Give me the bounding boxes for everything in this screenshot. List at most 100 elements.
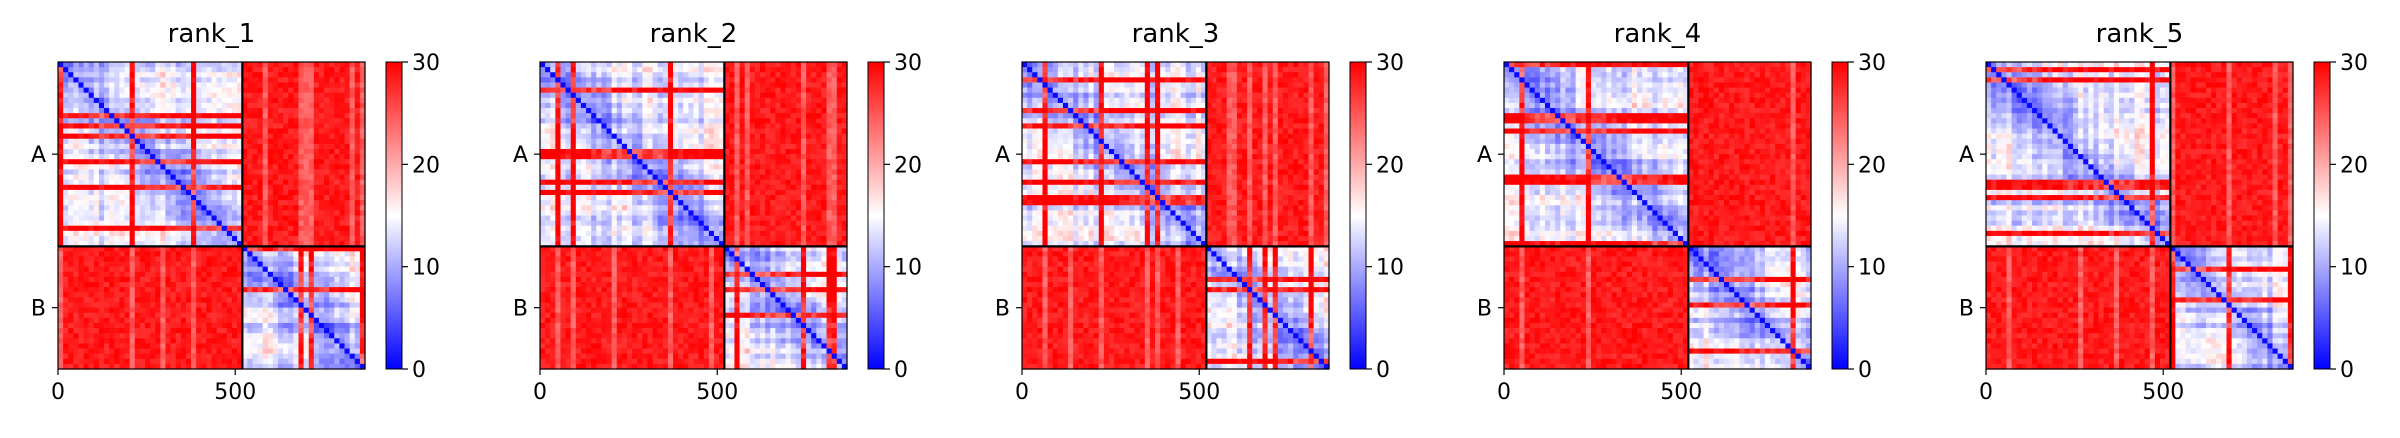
heatmap-cell xyxy=(740,67,746,73)
heatmap-cell xyxy=(319,169,325,175)
heatmap-cell xyxy=(786,164,792,170)
heatmap-cell xyxy=(293,292,299,298)
heatmap-cell xyxy=(263,134,269,140)
heatmap-cell xyxy=(181,149,187,155)
heatmap-cell xyxy=(293,180,299,186)
heatmap-cell xyxy=(222,226,228,232)
heatmap-cell xyxy=(314,205,320,211)
heatmap-cell xyxy=(339,205,345,211)
heatmap-cell xyxy=(601,164,607,170)
heatmap-cell xyxy=(125,338,131,344)
heatmap-cell xyxy=(324,88,330,94)
heatmap-cell xyxy=(298,267,304,273)
heatmap-cell xyxy=(171,185,177,191)
heatmap-cell xyxy=(339,338,345,344)
heatmap-cell xyxy=(217,328,223,334)
heatmap-cell xyxy=(155,180,161,186)
heatmap-cell xyxy=(688,88,694,94)
heatmap-cell xyxy=(73,262,79,268)
heatmap-cell xyxy=(68,333,74,339)
heatmap-cell xyxy=(288,267,294,273)
heatmap-cell xyxy=(84,154,90,160)
heatmap-cell xyxy=(339,118,345,124)
heatmap-cell xyxy=(729,118,735,124)
heatmap-cell xyxy=(607,154,613,160)
heatmap-cell xyxy=(263,349,269,355)
heatmap-cell xyxy=(304,313,310,319)
heatmap-cell xyxy=(165,333,171,339)
heatmap-cell xyxy=(227,169,233,175)
heatmap-cell xyxy=(709,123,715,129)
heatmap-cell xyxy=(263,282,269,288)
heatmap-cell xyxy=(252,185,258,191)
heatmap-cell xyxy=(647,82,653,88)
heatmap-cell xyxy=(319,338,325,344)
heatmap-cell xyxy=(550,62,556,68)
heatmap-cell xyxy=(99,175,105,181)
heatmap-cell xyxy=(811,93,817,99)
heatmap-cell xyxy=(145,328,151,334)
heatmap-cell xyxy=(130,129,136,135)
heatmap-cell xyxy=(345,251,351,257)
heatmap-cell xyxy=(319,236,325,242)
heatmap-cell xyxy=(150,62,156,68)
heatmap-cell xyxy=(750,149,756,155)
heatmap-cell xyxy=(99,262,105,268)
heatmap-cell xyxy=(89,139,95,145)
heatmap-cell xyxy=(58,129,64,135)
heatmap-cell xyxy=(622,82,628,88)
heatmap-cell xyxy=(560,169,566,175)
heatmap-cell xyxy=(268,308,274,314)
heatmap-cell xyxy=(314,134,320,140)
heatmap-cell xyxy=(84,323,90,329)
heatmap-cell xyxy=(283,144,289,150)
heatmap-cell xyxy=(119,67,125,73)
heatmap-cell xyxy=(345,123,351,129)
heatmap-cell xyxy=(68,200,74,206)
heatmap-cell xyxy=(268,129,274,135)
heatmap-cell xyxy=(298,164,304,170)
heatmap-cell xyxy=(345,292,351,298)
heatmap-cell xyxy=(63,195,69,201)
heatmap-cell xyxy=(540,159,546,165)
heatmap-cell xyxy=(571,144,577,150)
heatmap-cell xyxy=(339,313,345,319)
heatmap-cell xyxy=(596,154,602,160)
heatmap-cell xyxy=(109,108,115,114)
heatmap-cell xyxy=(125,190,131,196)
heatmap-cell xyxy=(314,359,320,365)
heatmap-cell xyxy=(581,82,587,88)
heatmap-cell xyxy=(566,72,572,78)
heatmap-cell xyxy=(283,287,289,293)
heatmap-cell xyxy=(345,226,351,232)
heatmap-cell xyxy=(165,134,171,140)
heatmap-cell xyxy=(355,338,361,344)
heatmap-cell xyxy=(647,103,653,109)
heatmap-cell xyxy=(176,338,182,344)
heatmap-cell xyxy=(293,113,299,119)
heatmap-cell xyxy=(314,169,320,175)
heatmap-cell xyxy=(201,98,207,104)
heatmap-cell xyxy=(755,149,761,155)
heatmap-cell xyxy=(196,175,202,181)
heatmap-cell xyxy=(668,67,674,73)
heatmap-cell xyxy=(94,277,100,283)
heatmap-cell xyxy=(140,359,146,365)
heatmap-cell xyxy=(283,195,289,201)
heatmap-cell xyxy=(355,144,361,150)
heatmap-cell xyxy=(99,67,105,73)
heatmap-cell xyxy=(263,231,269,237)
heatmap-cell xyxy=(339,67,345,73)
heatmap-cell xyxy=(196,205,202,211)
heatmap-cell xyxy=(181,134,187,140)
heatmap-cell xyxy=(181,349,187,355)
heatmap-cell xyxy=(201,292,207,298)
colorbar-tick-label: 10 xyxy=(412,256,440,281)
heatmap-cell xyxy=(304,354,310,360)
heatmap-cell xyxy=(745,159,751,165)
heatmap-cell xyxy=(263,82,269,88)
heatmap-cell xyxy=(89,221,95,227)
heatmap-cell xyxy=(268,82,274,88)
heatmap-cell xyxy=(806,139,812,145)
heatmap-cell xyxy=(293,108,299,114)
